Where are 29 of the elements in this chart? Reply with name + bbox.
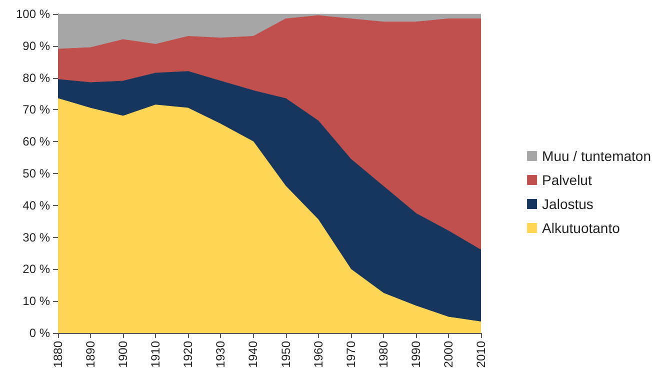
y-tick-label: 100 % bbox=[16, 7, 50, 21]
x-tick-label: 1960 bbox=[311, 340, 326, 368]
legend-label: Muu / tuntematon bbox=[542, 148, 651, 164]
x-tick-label: 1970 bbox=[344, 340, 358, 368]
y-tick-label: 20 % bbox=[22, 262, 50, 276]
x-tick-label: 1950 bbox=[278, 340, 293, 368]
x-tick-label: 1880 bbox=[51, 340, 65, 368]
y-tick-label: 60 % bbox=[22, 134, 50, 149]
y-tick-label: 50 % bbox=[22, 166, 50, 180]
legend-label: Alkutuotanto bbox=[542, 220, 620, 236]
legend-label: Palvelut bbox=[542, 172, 592, 188]
y-tick-label: 10 % bbox=[22, 294, 50, 308]
x-tick-label: 2000 bbox=[441, 340, 456, 368]
x-tick-label: 1930 bbox=[214, 340, 228, 368]
x-tick-label: 1900 bbox=[116, 340, 130, 368]
x-tick-label: 1990 bbox=[408, 340, 423, 368]
y-tick-label: 90 % bbox=[22, 38, 50, 53]
x-tick-label: 1940 bbox=[246, 340, 260, 368]
y-tick-label: 30 % bbox=[22, 230, 50, 244]
y-tick-label: 0 % bbox=[29, 326, 50, 340]
y-tick-label: 40 % bbox=[22, 198, 50, 212]
x-tick-label: 1890 bbox=[84, 340, 98, 368]
x-tick-label: 1980 bbox=[376, 340, 390, 368]
x-tick-label: 2010 bbox=[474, 340, 488, 368]
x-tick-label: 1920 bbox=[181, 340, 196, 368]
x-tick-label: 1910 bbox=[148, 340, 163, 368]
y-tick-label: 80 % bbox=[22, 70, 50, 85]
legend-label: Jalostus bbox=[542, 196, 594, 212]
y-tick-label: 70 % bbox=[22, 102, 50, 117]
